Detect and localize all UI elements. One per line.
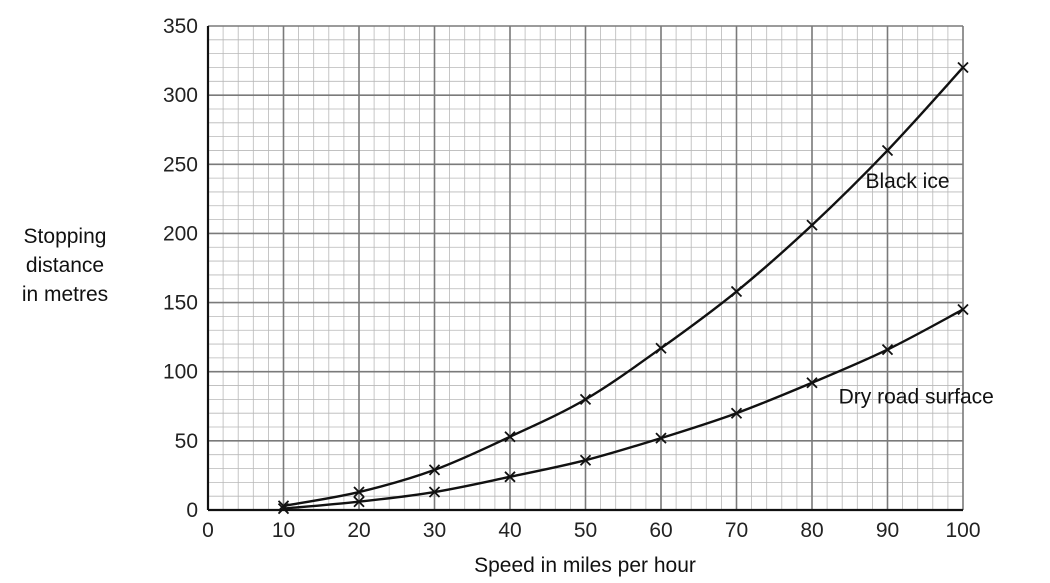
series-label-dry-road-surface: Dry road surface	[839, 386, 994, 409]
data-point-dry-road-surface	[504, 471, 516, 483]
y-tick-label: 0	[186, 499, 198, 522]
data-point-black-ice	[730, 285, 743, 298]
data-point-black-ice	[957, 61, 969, 74]
y-tick-labels: 0 50 100 150 200 250 300 350	[163, 15, 198, 522]
x-axis-label: Speed in miles per hour	[474, 554, 696, 577]
data-point-black-ice	[579, 393, 592, 406]
x-tick-label: 40	[498, 519, 521, 542]
x-tick-labels: 0 10 20 30 40 50 60 70 80 90 100	[202, 519, 980, 542]
data-point-dry-road-surface	[957, 303, 969, 316]
x-tick-label: 100	[945, 519, 980, 542]
data-point-dry-road-surface	[353, 496, 365, 508]
data-point-black-ice	[353, 486, 365, 498]
y-tick-label: 200	[163, 222, 198, 245]
data-point-dry-road-surface	[277, 502, 290, 515]
series-annotations: Black ice Dry road surface	[839, 170, 994, 409]
data-point-dry-road-surface	[730, 407, 743, 419]
y-tick-label: 350	[163, 15, 198, 38]
x-tick-label: 60	[649, 519, 672, 542]
series-label-black-ice: Black ice	[866, 170, 950, 193]
x-tick-label: 80	[800, 519, 823, 542]
y-tick-label: 250	[163, 153, 198, 176]
x-tick-label: 70	[725, 519, 748, 542]
x-tick-label: 30	[423, 519, 446, 542]
y-tick-label: 150	[163, 292, 198, 315]
data-point-black-ice	[655, 342, 667, 354]
series-line-black-ice	[283, 66, 964, 508]
x-tick-label: 0	[202, 519, 214, 542]
x-tick-label: 50	[574, 519, 597, 542]
data-point-dry-road-surface	[806, 377, 818, 389]
major-grid	[207, 25, 964, 511]
y-tick-label: 100	[163, 361, 198, 384]
series-line-dry-road-surface	[283, 308, 964, 510]
data-series	[277, 61, 969, 515]
data-point-dry-road-surface	[428, 486, 441, 498]
x-tick-label: 90	[876, 519, 899, 542]
data-point-black-ice	[428, 464, 441, 476]
y-tick-label: 300	[163, 84, 198, 107]
y-axis-label: Stopping distance in metres	[21, 225, 109, 306]
x-tick-label: 10	[272, 519, 295, 542]
y-tick-label: 50	[175, 430, 198, 453]
data-point-black-ice	[504, 431, 516, 443]
data-point-dry-road-surface	[881, 343, 894, 356]
axes	[206, 26, 963, 512]
data-point-dry-road-surface	[579, 454, 592, 466]
data-point-dry-road-surface	[655, 432, 667, 444]
data-point-black-ice	[806, 219, 818, 231]
data-point-black-ice	[881, 144, 894, 157]
x-tick-label: 20	[347, 519, 370, 542]
